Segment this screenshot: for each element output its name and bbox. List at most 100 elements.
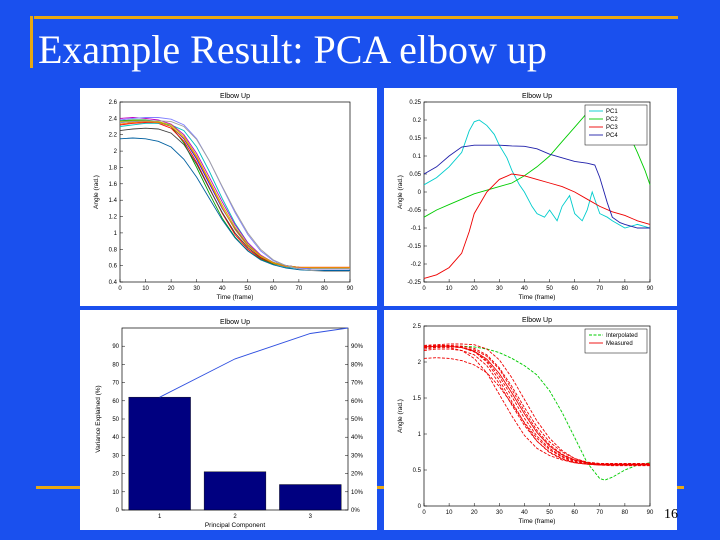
y-tick-label: 1.8 [109,165,118,171]
x-tick-label: 20 [471,510,478,516]
x-tick-label: 1 [158,514,162,520]
y-tick-label: 50 [112,417,119,423]
series-line-2 [119,119,350,269]
series-line-interpolated [423,345,651,481]
y-tick-label: -0.25 [407,280,421,286]
y-tick-label: 0 [116,508,120,514]
series-line-9 [119,121,350,268]
y-tick-label: 0.5 [413,468,422,474]
series-line-6 [423,344,650,465]
y-tick-label: 2 [114,149,118,155]
legend-label: PC4 [606,133,618,139]
x-tick-label: 0 [422,510,426,516]
x-axis-label: Principal Component [205,522,266,529]
series-line-3 [423,344,650,466]
y-tick-label: -0.2 [411,262,422,268]
series-line-8 [423,345,650,464]
y-right-tick-label: 20% [351,472,364,478]
series-line-7 [423,348,650,466]
series-line-1 [119,121,350,269]
y-tick-label: -0.05 [407,208,421,214]
y-axis-label: Angle (rad.) [397,399,404,433]
series-line-4 [119,122,350,271]
y-tick-label: 80 [112,362,119,368]
x-tick-label: 40 [521,286,528,292]
y-right-tick-label: 10% [351,490,364,496]
x-tick-label: 10 [142,286,149,292]
x-tick-label: 3 [309,514,313,520]
x-tick-label: 0 [118,286,122,292]
chart-title: Elbow Up [220,93,250,100]
series-line-7 [119,127,350,270]
cumulative-variance-line [159,327,349,398]
y-tick-label: 0 [418,190,422,196]
y-right-tick-label: 80% [351,362,364,368]
x-tick-label: 90 [647,286,654,292]
series-line-2 [423,346,650,466]
bar-pc2 [203,471,267,511]
title-rule-horizontal [34,16,678,19]
series-line-11 [119,120,350,272]
series-line-10 [119,137,350,271]
y-tick-label: 0.6 [109,264,118,270]
x-tick-label: 60 [571,510,578,516]
y-right-tick-label: 60% [351,399,364,405]
chart-panel-top-left: Elbow Up 0 10 20 30 40 50 60 70 80 90 0.4 0.6 0.8 1 1.2… [80,88,377,306]
series-line-pc3 [423,173,651,279]
chart-panel-bottom-right: Elbow Up 0 10 20 30 40 50 60 70 80 90 0 0.5 1 1.5 2 2.5 T… [384,310,677,530]
slide-title: Example Result: PCA elbow up [38,27,547,72]
series-line-6 [119,120,350,269]
x-tick-label: 80 [321,286,328,292]
x-axis-label: Time (frame) [519,294,556,301]
x-tick-label: 60 [270,286,277,292]
y-tick-label: 1.6 [109,182,118,188]
y-tick-label: 0.25 [409,100,421,106]
x-tick-label: 90 [347,286,354,292]
legend-label: PC1 [606,109,618,115]
variance-explained-chart: Elbow Up 0 10 20 30 40 50 60 70 80 90 Principal Com… [95,319,364,529]
chart-panel-top-right: Elbow Up 0 10 20 30 40 50 60 70 80 90 -0.25 -0.2 -0.1… [384,88,677,306]
bar-pc1 [128,396,191,511]
legend-box [584,328,648,354]
y-axis-label: Angle (rad.) [93,175,100,209]
y-tick-label: 0.05 [409,172,421,178]
y-tick-label: 60 [112,399,119,405]
x-tick-label: 10 [446,286,453,292]
legend-box [584,104,648,146]
y-tick-label: 2 [418,360,422,366]
x-tick-label: 40 [521,510,528,516]
x-tick-label: 0 [422,286,426,292]
page-number: 16 [664,507,678,522]
x-tick-label: 50 [546,510,553,516]
series-line-4 [423,346,650,465]
series-line-3 [119,122,350,268]
series-line-5 [423,343,650,467]
y-tick-label: 20 [112,472,119,478]
chart-title: Elbow Up [522,93,552,100]
y-tick-label: 1 [114,231,118,237]
x-tick-label: 30 [496,510,503,516]
x-axis-label: Time (frame) [519,518,556,525]
y-tick-label: 0.2 [413,118,422,124]
x-tick-label: 30 [193,286,200,292]
legend-label: PC3 [606,125,618,131]
x-axis-label: Time (frame) [217,294,254,301]
title-rule-vertical [30,16,33,68]
y-tick-label: 2.2 [109,133,118,139]
elbow-angles-chart: Elbow Up 0 10 20 30 40 50 60 70 80 90 0.4 0.6 0.8 1 1.2… [93,93,354,301]
x-tick-label: 80 [622,286,629,292]
series-line-pc1 [423,119,651,229]
y-tick-label: 0.1 [413,154,422,160]
chart-panel-bottom-left: Elbow Up 0 10 20 30 40 50 60 70 80 90 Principal Com… [80,310,377,530]
y-tick-label: -0.15 [407,244,421,250]
y-tick-label: 0.15 [409,136,421,142]
series-line-5 [119,117,350,269]
y-tick-label: 1.4 [109,198,118,204]
y-tick-label: 40 [112,435,119,441]
y-right-tick-label: 70% [351,381,364,387]
x-tick-label: 2 [233,514,237,520]
x-tick-label: 80 [622,510,629,516]
y-tick-label: 0.4 [109,280,118,286]
x-tick-label: 70 [596,286,603,292]
series-line-pc4 [423,144,650,229]
